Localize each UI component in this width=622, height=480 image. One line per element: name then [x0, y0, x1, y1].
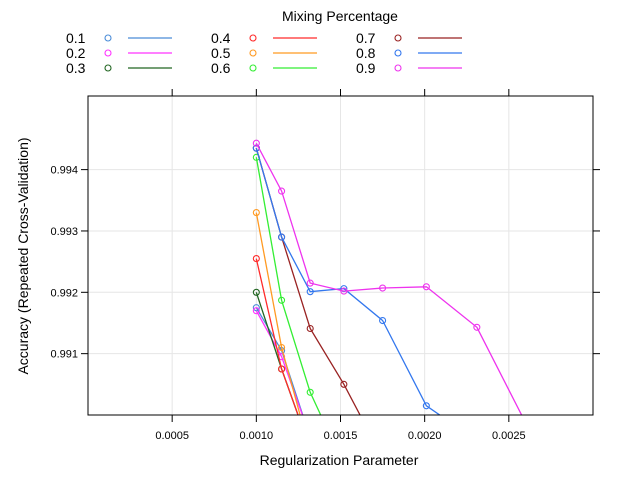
legend: Mixing Percentage 0.10.20.30.40.50.60.70…: [66, 8, 462, 76]
legend-marker: [104, 34, 112, 42]
legend-item: 0.2: [66, 45, 172, 61]
data-point: [340, 287, 348, 295]
data-point: [252, 255, 260, 263]
x-tick-label: 0.0005: [155, 430, 189, 442]
legend-item: 0.5: [211, 45, 317, 61]
data-point: [278, 365, 286, 373]
legend-label: 0.8: [356, 45, 376, 61]
legend-title: Mixing Percentage: [282, 8, 398, 24]
series-0-5: [252, 209, 310, 443]
grid-lines: [88, 96, 593, 415]
data-point: [278, 296, 286, 304]
legend-marker: [394, 34, 402, 42]
legend-marker: [249, 49, 257, 57]
data-point: [252, 139, 260, 147]
data-point: [340, 380, 348, 388]
data-point: [306, 288, 314, 296]
legend-marker: [394, 64, 402, 72]
data-point: [304, 437, 310, 443]
data-point: [252, 304, 260, 312]
legend-label: 0.7: [356, 30, 376, 46]
data-point: [531, 437, 537, 443]
y-tick-label: 0.992: [50, 287, 78, 299]
x-tick-label: 0.0025: [492, 430, 526, 442]
legend-label: 0.6: [211, 60, 231, 76]
legend-item: 0.9: [356, 60, 462, 76]
axis-ticks: 0.0005 0.0010 0.0015 0.0020 0.0025 0.991 0.992…: [50, 89, 600, 442]
data-point: [304, 424, 310, 430]
legend-label: 0.1: [66, 30, 86, 46]
series-line: [255, 142, 523, 415]
legend-item: 0.1: [66, 30, 172, 46]
series-0-6: [252, 153, 322, 415]
legend-item: 0.6: [211, 60, 317, 76]
y-tick-label: 0.991: [50, 349, 78, 361]
series-0-9: [252, 139, 537, 443]
data-point: [278, 187, 286, 195]
series-line: [255, 157, 322, 415]
legend-label: 0.5: [211, 45, 231, 61]
data-point: [472, 437, 478, 443]
series-line: [255, 147, 441, 415]
data-point: [252, 307, 260, 315]
data-point: [473, 323, 481, 331]
series-0-4: [252, 255, 310, 443]
data-point: [422, 402, 430, 410]
data-point: [304, 424, 310, 430]
x-tick-label: 0.0015: [324, 430, 358, 442]
data-point: [304, 437, 310, 443]
plot-area: 0.0005 0.0010 0.0015 0.0020 0.0025 0.991 0.992…: [50, 89, 600, 443]
data-point: [304, 437, 310, 443]
data-point: [306, 324, 314, 333]
legend-label: 0.2: [66, 45, 86, 61]
x-tick-label: 0.0010: [240, 430, 274, 442]
legend-marker: [249, 64, 257, 72]
x-axis-label: Regularization Parameter: [260, 452, 419, 468]
data-point: [278, 233, 286, 241]
legend-marker: [394, 49, 402, 57]
y-axis-label: Accuracy (Repeated Cross-Validation): [15, 137, 31, 374]
data-point: [379, 284, 387, 292]
legend-marker: [104, 64, 112, 72]
legend-label: 0.9: [356, 60, 376, 76]
legend-item: 0.8: [356, 45, 462, 61]
series-layer: [252, 139, 537, 443]
data-point: [252, 209, 260, 217]
legend-marker: [249, 34, 257, 42]
series-line: [255, 258, 299, 415]
legend-item: 0.4: [211, 30, 317, 46]
legend-label: 0.4: [211, 30, 231, 46]
legend-item: 0.7: [356, 30, 462, 46]
series-line: [255, 212, 301, 415]
data-point: [306, 279, 314, 287]
data-point: [252, 288, 260, 296]
x-tick-label: 0.0020: [408, 430, 442, 442]
y-tick-label: 0.993: [50, 226, 78, 238]
data-point: [422, 283, 430, 291]
series-0-8: [252, 144, 478, 443]
legend-item: 0.3: [66, 60, 172, 76]
data-point: [379, 316, 387, 325]
data-point: [306, 388, 314, 396]
legend-marker: [104, 49, 112, 57]
data-point: [278, 343, 286, 352]
y-tick-label: 0.994: [50, 165, 78, 177]
legend-label: 0.3: [66, 60, 86, 76]
series-line: [255, 310, 304, 415]
